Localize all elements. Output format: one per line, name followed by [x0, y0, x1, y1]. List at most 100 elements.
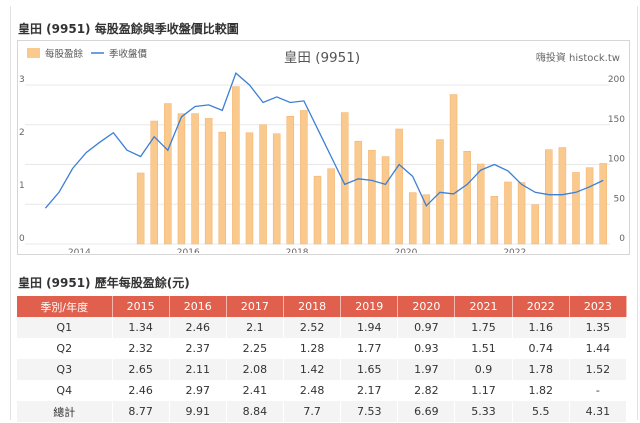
y-left-tick-label: 0 [19, 234, 25, 244]
header-cell: 2023 [569, 296, 628, 317]
header-cell: 2019 [340, 296, 399, 317]
row-label: Q1 [17, 317, 113, 338]
table-cell: 0.97 [397, 317, 456, 338]
table-cell: 1.28 [283, 338, 342, 359]
table-cell: 2.37 [169, 338, 227, 359]
header-cell: 2020 [397, 296, 456, 317]
y-right-tick-label: 50 [614, 194, 626, 204]
eps-bar [504, 181, 512, 245]
table-cell: 2.65 [112, 359, 170, 380]
eps-bar [313, 175, 322, 245]
table-cell: 9.91 [169, 401, 227, 422]
header-cell: 季別/年度 [17, 296, 113, 317]
x-tick-label: 2022 [503, 248, 526, 253]
eps-bar [545, 149, 553, 245]
eps-bar [395, 128, 403, 245]
chart-title: 皇田 (9951) [284, 50, 360, 66]
eps-bar [408, 192, 417, 245]
header-cell: 2021 [454, 296, 513, 317]
table-cell: 2.82 [397, 380, 456, 401]
table-cell: - [569, 380, 628, 401]
table-cell: 5.33 [454, 401, 513, 422]
y-right-tick-label: 200 [608, 75, 625, 85]
eps-bar [218, 131, 227, 245]
table-cell: 1.17 [454, 380, 513, 401]
x-tick-label: 2014 [68, 248, 91, 253]
eps-bar [286, 116, 295, 245]
table-cell: 4.31 [569, 401, 628, 422]
eps-bar [164, 103, 172, 245]
eps-bar [177, 113, 186, 245]
table-row: Q1 1.34 2.46 2.1 2.52 1.94 0.97 1.75 1.1… [17, 317, 628, 338]
header-cell: 2016 [169, 296, 227, 317]
eps-price-chart: 0 1 2 3 0 50 100 150 200 2014 2016 2018 2020 2022 每股盈餘… [19, 48, 626, 253]
legend-label-eps: 每股盈餘 [45, 48, 84, 60]
table-cell: 2.08 [226, 359, 285, 380]
table-header-row: 季別/年度 2015 2016 2017 2018 2019 2020 2021… [17, 296, 628, 317]
y-right-tick-label: 150 [608, 115, 625, 125]
table-row: Q4 2.46 2.97 2.41 2.48 2.17 2.82 1.17 1.… [17, 380, 628, 401]
table-cell: 6.69 [397, 401, 456, 422]
header-cell: 2022 [512, 296, 570, 317]
table-cell: 1.94 [340, 317, 399, 338]
table-cell: 2.46 [169, 317, 227, 338]
eps-bar [558, 147, 567, 245]
table-cell: 1.82 [512, 380, 570, 401]
table-title: 皇田 (9951) 歷年每股盈餘(元) [18, 276, 190, 290]
eps-bar [490, 196, 499, 245]
eps-bar [245, 132, 254, 245]
table-row: Q2 2.32 2.37 2.25 1.28 1.77 0.93 1.51 0.… [17, 338, 628, 359]
table-cell: 5.5 [512, 401, 570, 422]
table-cell: 2.52 [283, 317, 342, 338]
table-cell: 1.78 [512, 359, 570, 380]
row-label: Q3 [17, 359, 113, 380]
eps-bar [327, 168, 335, 245]
eps-bar [477, 163, 485, 245]
table-cell: 7.7 [283, 401, 342, 422]
table-cell: 1.44 [569, 338, 628, 359]
page-title: 皇田 (9951) 每股盈餘與季收盤價比較圖 [18, 22, 239, 36]
table-cell: 1.75 [454, 317, 513, 338]
table-cell: 2.1 [226, 317, 285, 338]
x-tick-label: 2020 [394, 248, 417, 253]
table-cell: 1.42 [283, 359, 342, 380]
table-cell: 2.11 [169, 359, 227, 380]
eps-bar [259, 124, 267, 245]
table-cell: 1.77 [340, 338, 399, 359]
table-cell: 2.46 [112, 380, 170, 401]
chart-container [17, 40, 630, 255]
eps-bar [422, 194, 431, 245]
table-row-total: 總計 8.77 9.91 8.84 7.7 7.53 6.69 5.33 5.5… [17, 401, 628, 422]
eps-bar [150, 120, 158, 245]
eps-bar [517, 182, 526, 245]
content-frame [10, 6, 638, 420]
eps-bar [204, 118, 213, 245]
table-cell: 8.77 [112, 401, 170, 422]
eps-bar [381, 156, 390, 245]
y-right-tick-label: 0 [619, 234, 625, 244]
table-cell: 1.34 [112, 317, 170, 338]
price-line [44, 71, 604, 209]
eps-bar [272, 133, 281, 245]
table-cell: 1.35 [569, 317, 628, 338]
row-label: Q4 [17, 380, 113, 401]
table-cell: 2.32 [112, 338, 170, 359]
table-cell: 2.41 [226, 380, 285, 401]
header-cell: 2015 [112, 296, 170, 317]
y-left-tick-label: 2 [19, 128, 25, 138]
eps-bar [531, 204, 539, 245]
eps-table: 季別/年度 2015 2016 2017 2018 2019 2020 2021… [17, 296, 628, 422]
eps-bar [191, 113, 199, 245]
legend-label-price: 季收盤價 [109, 48, 148, 60]
table-cell: 0.93 [397, 338, 456, 359]
eps-bar [232, 86, 240, 245]
y-left-tick-label: 3 [19, 75, 25, 85]
table-cell: 2.25 [226, 338, 285, 359]
table-cell: 1.65 [340, 359, 399, 380]
row-label: 總計 [17, 401, 113, 422]
table-cell: 1.52 [569, 359, 628, 380]
legend-swatch-eps [27, 48, 40, 58]
eps-bar [463, 151, 471, 245]
eps-bar [585, 167, 594, 245]
table-cell: 2.97 [169, 380, 227, 401]
